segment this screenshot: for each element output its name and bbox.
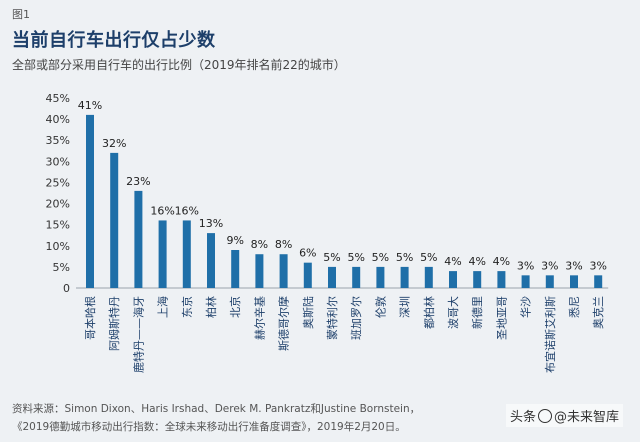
bar xyxy=(521,275,530,288)
data-label: 5% xyxy=(420,251,437,264)
figure-label: 图1 xyxy=(12,8,30,21)
y-tick-label: 15% xyxy=(46,219,70,232)
category-label: 斯德哥尔摩 xyxy=(277,296,291,351)
category-label: 蒙特利尔 xyxy=(325,296,339,340)
bar xyxy=(449,271,457,288)
category-label: 奥克兰 xyxy=(591,296,605,329)
category-label: 阿姆斯特丹 xyxy=(107,296,121,351)
data-label: 3% xyxy=(517,259,534,272)
data-label: 32% xyxy=(102,137,126,150)
bar xyxy=(497,271,506,288)
category-label: 赫尔辛基 xyxy=(252,296,266,340)
data-label: 9% xyxy=(226,234,243,247)
category-label: 新德里 xyxy=(470,296,484,329)
data-label: 16% xyxy=(150,204,174,217)
bar xyxy=(400,266,409,288)
bar xyxy=(570,275,578,288)
y-tick-label: 10% xyxy=(46,240,70,253)
category-label: 哥本哈根 xyxy=(83,296,97,340)
y-tick-label: 35% xyxy=(46,134,70,147)
data-label: 3% xyxy=(541,259,558,272)
source-note: 资料来源：Simon Dixon、Haris Irshad、Derek M. P… xyxy=(12,400,420,436)
watermark-handle: @未来智库 xyxy=(554,410,620,425)
category-label: 深圳 xyxy=(399,296,412,318)
data-label: 8% xyxy=(275,238,292,251)
watermark-logo-icon xyxy=(538,409,553,423)
bar xyxy=(545,275,554,288)
y-tick-label: 20% xyxy=(46,198,70,211)
bar xyxy=(231,250,240,288)
data-label: 4% xyxy=(444,255,461,268)
bar xyxy=(134,190,143,288)
chart-title: 当前自行车出行仅占少数 xyxy=(12,30,216,51)
data-label: 16% xyxy=(175,204,199,217)
data-label: 4% xyxy=(468,255,485,268)
category-label: 布宜诺斯艾利斯 xyxy=(543,296,557,373)
data-label: 5% xyxy=(396,251,413,264)
data-label: 5% xyxy=(323,251,340,264)
data-label: 3% xyxy=(589,259,606,272)
source-line: 资料来源：Simon Dixon、Haris Irshad、Derek M. P… xyxy=(12,403,421,415)
category-label: 波哥大 xyxy=(446,296,460,329)
data-label: 13% xyxy=(199,217,223,230)
data-label: 3% xyxy=(565,259,582,272)
category-label: 东京 xyxy=(180,296,194,318)
data-label: 6% xyxy=(299,247,316,260)
data-label: 8% xyxy=(251,238,268,251)
bar xyxy=(207,233,215,288)
bar xyxy=(328,266,336,288)
source-line: 《2019德勤城市移动出行指数：全球未来移动出行准备度调查》，2019年2月20… xyxy=(12,421,406,433)
category-label: 北京 xyxy=(228,296,242,318)
bar xyxy=(158,220,167,288)
y-tick-label: 40% xyxy=(46,113,70,126)
y-tick-label: 45% xyxy=(46,92,70,105)
bar xyxy=(110,152,119,288)
bar xyxy=(473,271,482,288)
bar xyxy=(376,266,385,288)
bar xyxy=(303,262,312,288)
category-label: 班加罗尔 xyxy=(350,296,363,340)
bar xyxy=(594,275,603,288)
category-label: 伦敦 xyxy=(373,296,387,318)
category-label: 奥斯陆 xyxy=(301,296,315,329)
category-label: 圣地亚哥 xyxy=(495,296,508,340)
category-label: 悉尼 xyxy=(568,296,581,318)
category-label: 上海 xyxy=(156,296,170,318)
y-tick-label: 30% xyxy=(46,155,70,168)
chart-subtitle: 全部或部分采用自行车的出行比例（2019年排名前22的城市） xyxy=(12,58,346,72)
data-label: 23% xyxy=(126,175,150,188)
bar xyxy=(255,254,264,288)
category-label: 柏林 xyxy=(204,296,218,318)
data-label: 5% xyxy=(347,251,364,264)
bar xyxy=(279,254,288,288)
data-label: 5% xyxy=(372,251,389,264)
bar xyxy=(352,266,361,288)
y-tick-label: 5% xyxy=(53,261,70,274)
bar xyxy=(86,114,94,288)
watermark-prefix: 头条 xyxy=(510,410,537,425)
y-tick-label: 0 xyxy=(63,282,70,295)
category-label: 华沙 xyxy=(519,296,533,318)
category-label: 都柏林 xyxy=(422,296,436,329)
bar xyxy=(424,266,433,288)
data-label: 41% xyxy=(78,99,102,112)
bar xyxy=(182,220,191,288)
y-tick-label: 25% xyxy=(46,176,70,189)
category-label: 鹿特丹——海牙 xyxy=(131,296,145,373)
data-label: 4% xyxy=(493,255,510,268)
watermark: 头条 @未来智库 xyxy=(506,404,624,427)
